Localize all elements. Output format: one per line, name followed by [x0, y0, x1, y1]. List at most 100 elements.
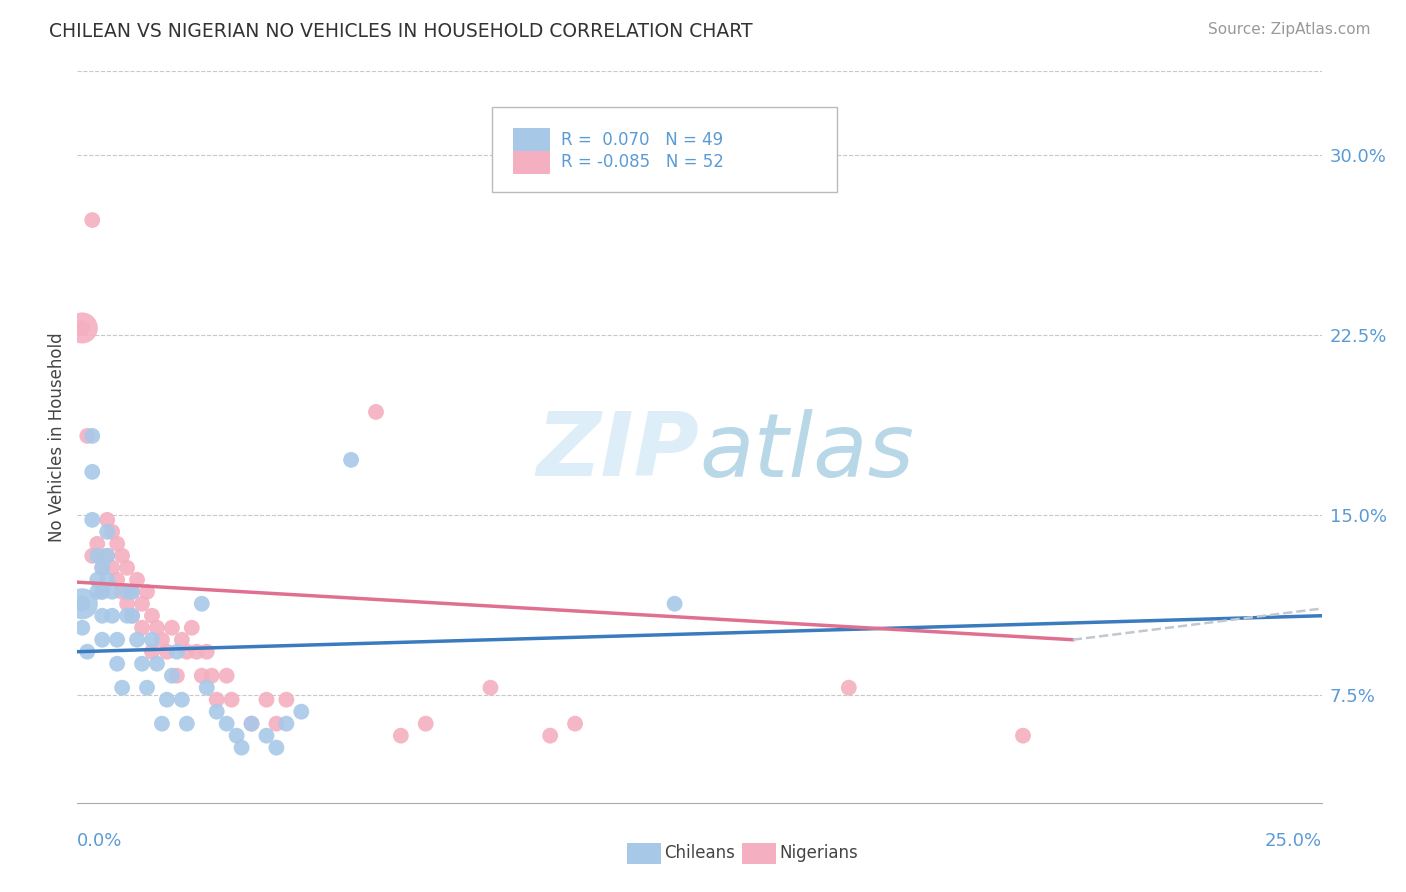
Text: Chileans: Chileans — [664, 844, 734, 862]
Point — [101, 608, 124, 623]
Point — [415, 716, 437, 731]
Point — [176, 645, 198, 659]
Point — [215, 669, 238, 683]
Point — [105, 537, 128, 551]
Point — [290, 705, 312, 719]
Point — [266, 716, 288, 731]
Point — [156, 692, 179, 706]
Point — [240, 716, 263, 731]
Point — [191, 597, 214, 611]
Point — [101, 524, 124, 539]
Text: CHILEAN VS NIGERIAN NO VEHICLES IN HOUSEHOLD CORRELATION CHART: CHILEAN VS NIGERIAN NO VEHICLES IN HOUSE… — [49, 22, 752, 41]
Point — [115, 608, 138, 623]
Point — [82, 549, 104, 563]
Point — [101, 561, 124, 575]
Point — [111, 584, 134, 599]
Text: R =  0.070   N = 49: R = 0.070 N = 49 — [561, 131, 723, 149]
Point — [564, 716, 586, 731]
Point — [101, 584, 124, 599]
Point — [115, 584, 138, 599]
Point — [340, 453, 363, 467]
Point — [276, 716, 298, 731]
Point — [86, 573, 108, 587]
Text: ZIP: ZIP — [537, 409, 700, 495]
Point — [838, 681, 860, 695]
Point — [121, 584, 143, 599]
Point — [156, 645, 179, 659]
Point — [276, 692, 298, 706]
Point — [96, 549, 118, 563]
Point — [150, 632, 173, 647]
Point — [96, 549, 118, 563]
Point — [91, 584, 114, 599]
Point — [111, 681, 134, 695]
Y-axis label: No Vehicles in Household: No Vehicles in Household — [48, 332, 66, 542]
Point — [221, 692, 243, 706]
Point — [115, 561, 138, 575]
Point — [91, 608, 114, 623]
Point — [76, 645, 98, 659]
Point — [225, 729, 247, 743]
Point — [538, 729, 561, 743]
Point — [176, 716, 198, 731]
Point — [364, 405, 387, 419]
Point — [76, 429, 98, 443]
Point — [389, 729, 412, 743]
Point — [72, 597, 94, 611]
Text: Source: ZipAtlas.com: Source: ZipAtlas.com — [1208, 22, 1371, 37]
Point — [82, 213, 104, 227]
Point — [131, 657, 153, 671]
Point — [91, 561, 114, 575]
Point — [105, 657, 128, 671]
Point — [205, 705, 228, 719]
Point — [136, 584, 159, 599]
Point — [256, 692, 278, 706]
Point — [231, 740, 253, 755]
Point — [86, 537, 108, 551]
Point — [150, 716, 173, 731]
Point — [82, 429, 104, 443]
Point — [105, 573, 128, 587]
Point — [86, 549, 108, 563]
Point — [170, 632, 193, 647]
Point — [82, 513, 104, 527]
Point — [186, 645, 208, 659]
Point — [96, 513, 118, 527]
Point — [96, 573, 118, 587]
Point — [131, 597, 153, 611]
Point — [256, 729, 278, 743]
Point — [141, 645, 163, 659]
Point — [72, 321, 94, 335]
Point — [121, 608, 143, 623]
Point — [121, 608, 143, 623]
Point — [115, 597, 138, 611]
Point — [146, 621, 169, 635]
Point — [191, 669, 214, 683]
Point — [111, 549, 134, 563]
Point — [131, 621, 153, 635]
Point — [166, 669, 188, 683]
Point — [72, 321, 94, 335]
Point — [86, 584, 108, 599]
Point — [121, 584, 143, 599]
Text: 25.0%: 25.0% — [1264, 831, 1322, 849]
Point — [160, 621, 183, 635]
Point — [105, 632, 128, 647]
Point — [266, 740, 288, 755]
Point — [215, 716, 238, 731]
Point — [141, 608, 163, 623]
Point — [166, 645, 188, 659]
Point — [72, 597, 94, 611]
Point — [146, 657, 169, 671]
Point — [240, 716, 263, 731]
Point — [170, 692, 193, 706]
Point — [664, 597, 686, 611]
Point — [91, 561, 114, 575]
Point — [91, 632, 114, 647]
Point — [125, 632, 148, 647]
Point — [180, 621, 202, 635]
Point — [160, 669, 183, 683]
Point — [1012, 729, 1035, 743]
Point — [479, 681, 502, 695]
Point — [195, 681, 218, 695]
